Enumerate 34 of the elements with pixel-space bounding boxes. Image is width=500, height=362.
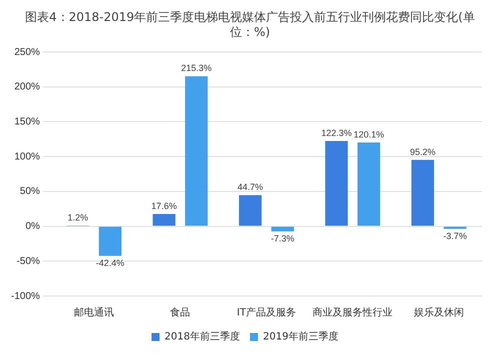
bar xyxy=(152,214,176,226)
bar xyxy=(325,141,348,226)
bar xyxy=(411,160,434,226)
data-label: 215.3% xyxy=(181,63,212,74)
data-label: 95.2% xyxy=(410,146,436,157)
data-label: -3.7% xyxy=(443,230,467,241)
bar xyxy=(238,195,262,226)
data-label: 44.7% xyxy=(238,182,264,192)
bar xyxy=(358,142,380,226)
y-tick-label: -100% xyxy=(11,290,40,302)
x-tick-label: IT产品及服务 xyxy=(236,306,296,319)
chart-title: 图表4：2018-2019年前三季度电梯电视媒体广告投入前五行业刊例花费同比变化(单位：%) xyxy=(24,9,476,41)
data-label: 120.1% xyxy=(354,130,384,140)
x-tick-label: 娱乐及休闲 xyxy=(414,306,464,319)
x-tick-label: 商业及服务性行业 xyxy=(312,306,393,319)
y-tick-label: 150% xyxy=(14,116,40,128)
data-label: -7.3% xyxy=(270,233,294,244)
bar xyxy=(185,76,208,226)
y-tick-label: 0% xyxy=(25,221,40,232)
y-tick-label: 200% xyxy=(14,82,40,93)
x-tick-label: 邮电通讯 xyxy=(74,306,114,319)
legend-label: 2019年前三季度 xyxy=(263,330,338,343)
data-label: 17.6% xyxy=(151,201,177,211)
y-tick-label: 250% xyxy=(14,46,40,58)
bar xyxy=(98,226,122,256)
y-tick-label: 50% xyxy=(20,186,40,198)
x-tick-label: 食品 xyxy=(170,306,190,319)
data-label: 122.3% xyxy=(321,128,352,138)
y-tick-label: 100% xyxy=(14,151,40,162)
legend-label: 2018年前三季度 xyxy=(164,330,240,343)
y-tick-label: -50% xyxy=(16,256,40,267)
data-label: 1.2% xyxy=(68,212,88,222)
bar xyxy=(271,226,294,232)
data-label: -42.4% xyxy=(96,258,124,268)
